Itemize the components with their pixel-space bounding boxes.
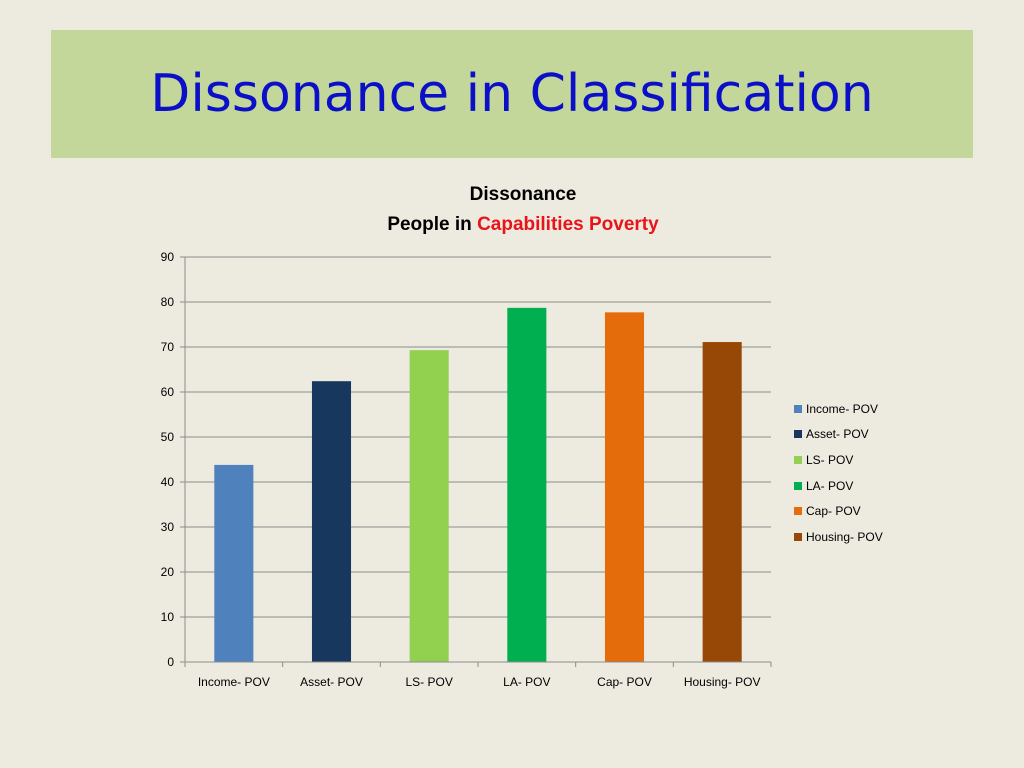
- x-tick-label: Cap- POV: [597, 675, 652, 689]
- x-tick-label: Asset- POV: [300, 675, 363, 689]
- legend-item: LS- POV: [794, 447, 883, 473]
- y-tick-label: 80: [161, 295, 175, 309]
- legend-swatch: [794, 507, 802, 516]
- bar: [311, 381, 352, 662]
- title-band: Dissonance in Classification: [51, 30, 973, 158]
- y-tick-label: 40: [161, 475, 175, 489]
- y-tick-label: 90: [161, 250, 175, 264]
- legend-swatch: [794, 404, 802, 413]
- slide-title: Dissonance in Classification: [150, 64, 874, 124]
- y-tick-label: 10: [161, 610, 175, 624]
- bar: [409, 350, 449, 662]
- chart-title-line1: Dissonance: [469, 184, 577, 205]
- y-tick-label: 20: [161, 565, 175, 579]
- bar: [702, 342, 742, 662]
- x-tick-label: LA- POV: [503, 675, 550, 689]
- legend-label: Income- POV: [806, 401, 879, 416]
- chart-title-prefix: People in: [387, 214, 478, 235]
- legend-item: Income- POV: [794, 396, 883, 422]
- y-tick-label: 60: [161, 385, 175, 399]
- chart-legend: Income- POV Asset- POV LS- POV LA- POV Cap- …: [794, 396, 883, 550]
- y-tick-label: 0: [167, 655, 174, 669]
- chart-title-highlight: Capabilities Poverty: [477, 214, 659, 235]
- legend-item: Asset- POV: [794, 422, 883, 448]
- legend-swatch: [794, 532, 802, 541]
- x-tick-label: LS- POV: [405, 675, 452, 689]
- legend-label: LA- POV: [806, 478, 854, 493]
- bar: [604, 312, 645, 662]
- chart-title: Dissonance People in Capabilities Povert…: [300, 180, 746, 240]
- bar: [214, 464, 254, 662]
- chart-title-line2: People in Capabilities Poverty: [300, 210, 746, 240]
- legend-item: LA- POV: [794, 473, 883, 499]
- legend-swatch: [794, 430, 802, 439]
- legend-label: Cap- POV: [806, 504, 861, 519]
- legend-item: Housing- POV: [794, 524, 883, 550]
- x-tick-label: Income- POV: [198, 675, 270, 689]
- bar: [507, 307, 547, 662]
- legend-label: Asset- POV: [806, 427, 869, 442]
- y-tick-label: 70: [161, 340, 175, 354]
- legend-item: Cap- POV: [794, 498, 883, 524]
- legend-label: Housing- POV: [806, 529, 883, 544]
- legend-swatch: [794, 481, 802, 490]
- y-tick-label: 30: [161, 520, 175, 534]
- y-tick-label: 50: [161, 430, 175, 444]
- legend-swatch: [794, 455, 802, 464]
- legend-label: LS- POV: [806, 452, 854, 467]
- x-tick-label: Housing- POV: [684, 675, 761, 689]
